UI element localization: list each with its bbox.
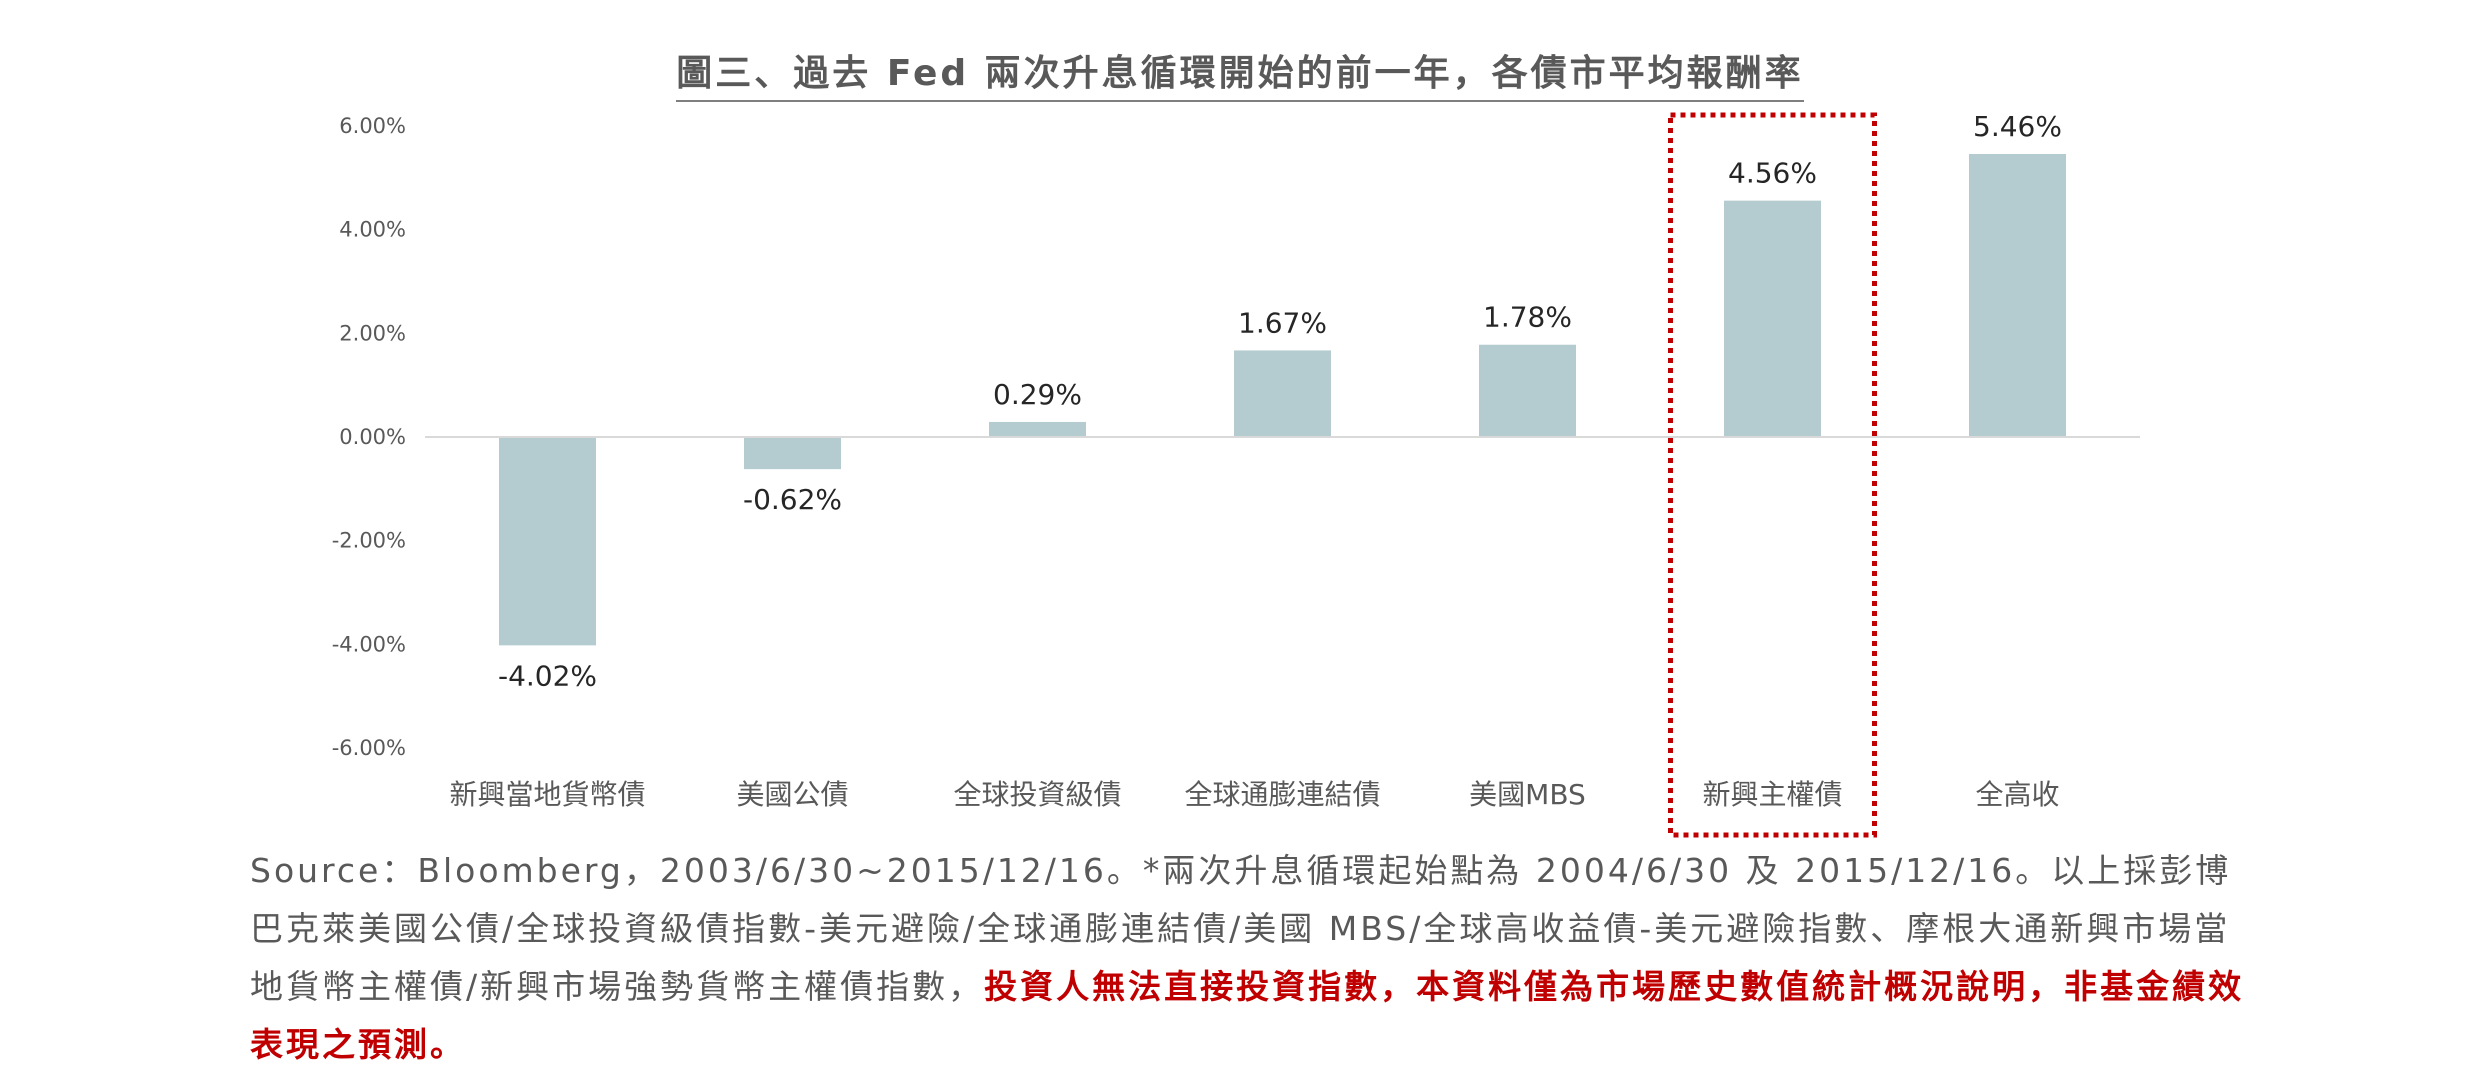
source-text: Source：Bloomberg，2003/6/30~2015/12/16。*兩… — [250, 851, 2232, 1006]
data-label: 5.46% — [1973, 110, 2062, 143]
data-label: -4.02% — [498, 659, 597, 692]
category-label: 新興主權債 — [1702, 778, 1842, 811]
y-tick-label: 2.00% — [339, 321, 406, 345]
y-tick-label: 0.00% — [339, 425, 406, 449]
category-label: 美國MBS — [1469, 778, 1586, 811]
bar — [989, 421, 1086, 437]
y-tick-label: -2.00% — [332, 529, 406, 553]
bar — [1969, 153, 2066, 438]
y-tick-label: 6.00% — [339, 114, 406, 138]
category-label: 全高收 — [1975, 778, 2059, 811]
data-label: 4.56% — [1728, 157, 1817, 190]
source-note: Source：Bloomberg，2003/6/30~2015/12/16。*兩… — [250, 842, 2250, 1074]
bar — [1724, 200, 1821, 437]
chart-title: 圖三、過去 Fed 兩次升息循環開始的前一年，各債市平均報酬率 — [0, 44, 2480, 102]
category-label: 新興當地貨幣債 — [449, 778, 645, 811]
bar — [1479, 344, 1576, 437]
category-label: 美國公債 — [736, 778, 848, 811]
data-label: 0.29% — [993, 378, 1082, 411]
bar — [1234, 350, 1331, 437]
data-label: -0.62% — [743, 483, 842, 516]
disclaimer-text: 投資人無法直接投資指數，本資料僅為市場歷史數值統計概況說明，非基金績效表現之預測… — [250, 967, 2245, 1064]
bar — [744, 437, 841, 470]
y-tick-label: -6.00% — [332, 736, 406, 760]
data-label: 1.78% — [1483, 301, 1572, 334]
bar-chart: -6.00% -4.00% -2.00% 0.00% 2.00% 4.00% 6.00% -4… — [332, 110, 2140, 838]
category-label: 全球投資級債 — [953, 778, 1121, 811]
y-tick-label: 4.00% — [339, 218, 406, 242]
category-label: 全球通膨連結債 — [1184, 778, 1380, 811]
y-tick-label: -4.00% — [332, 632, 406, 656]
chart-title-text: 圖三、過去 Fed 兩次升息循環開始的前一年，各債市平均報酬率 — [676, 44, 1804, 102]
data-label: 1.67% — [1238, 306, 1327, 339]
bar — [499, 437, 596, 646]
highlight-box — [1668, 112, 1877, 838]
